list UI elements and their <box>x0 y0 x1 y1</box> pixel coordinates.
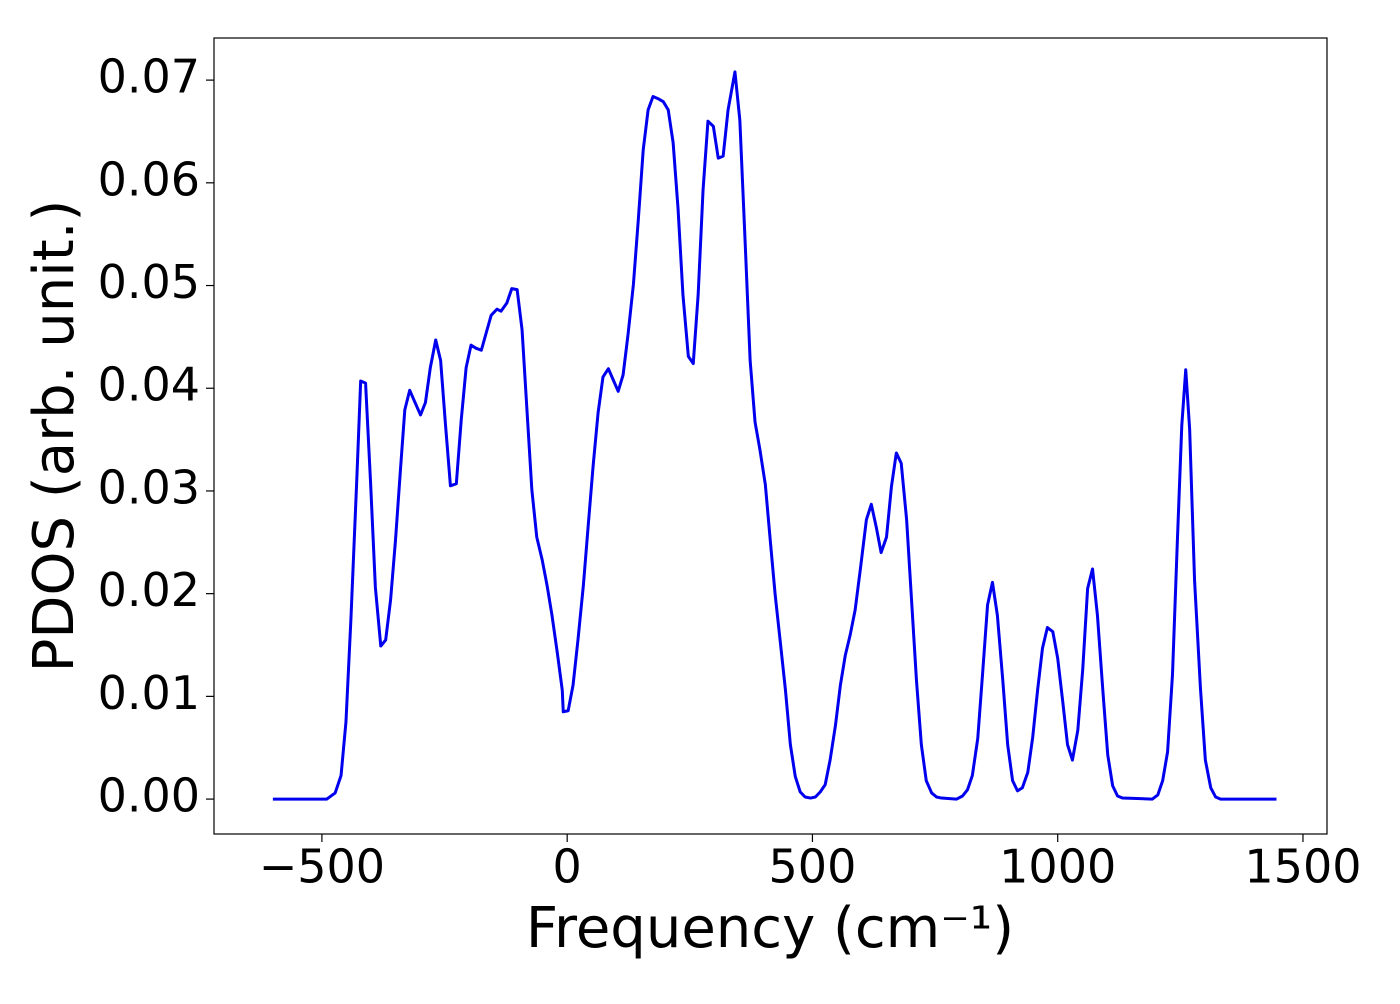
y-axis-label: PDOS (arb. unit.) <box>22 200 87 673</box>
x-tick-label: 500 <box>769 840 857 894</box>
y-tick-label: 0.03 <box>98 460 200 514</box>
line-series <box>272 70 1277 801</box>
y-tick-label: 0.07 <box>98 50 200 104</box>
x-tick-label: 1500 <box>1244 840 1361 894</box>
y-tick-label: 0.04 <box>98 358 200 412</box>
plot-frame <box>213 37 1328 835</box>
x-tick-label: 1000 <box>999 840 1116 894</box>
x-tick-label: 0 <box>553 840 582 894</box>
y-tick-label: 0.00 <box>98 769 200 823</box>
x-axis-label: Frequency (cm⁻¹) <box>526 896 1014 961</box>
x-tick-label: −500 <box>259 840 385 894</box>
y-tick-label: 0.06 <box>98 152 200 206</box>
y-tick-label: 0.02 <box>98 563 200 617</box>
y-tick-label: 0.05 <box>98 255 200 309</box>
y-tick-label: 0.01 <box>98 666 200 720</box>
